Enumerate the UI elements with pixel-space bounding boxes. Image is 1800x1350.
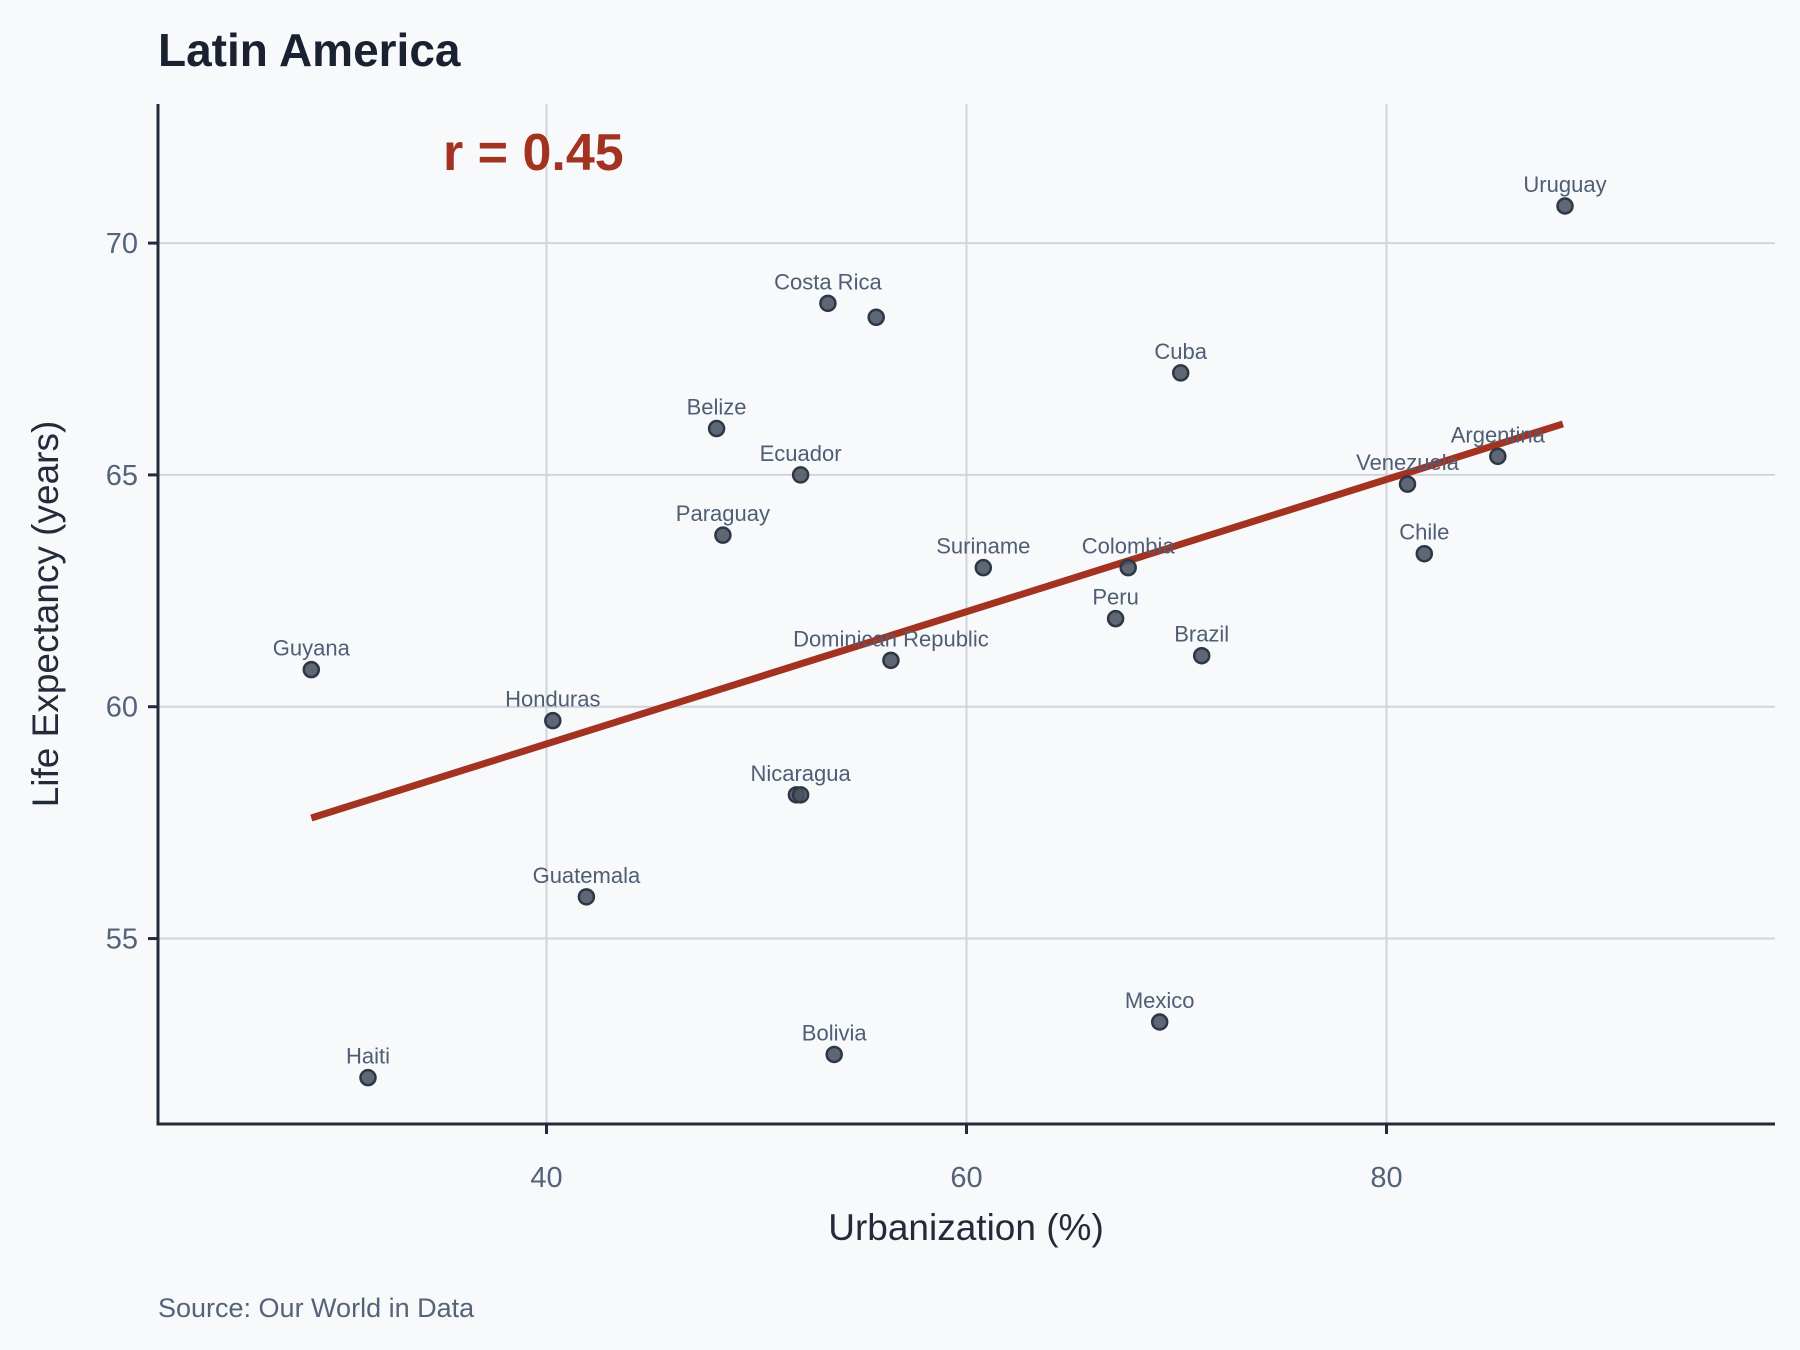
correlation-annotation: r = 0.45	[443, 124, 624, 182]
point-label: Mexico	[1125, 988, 1195, 1013]
data-point	[1415, 544, 1434, 563]
y-tick-label: 70	[106, 228, 138, 260]
x-tick-label: 80	[1370, 1162, 1402, 1194]
data-point	[714, 526, 732, 544]
point-label: Guyana	[273, 636, 351, 661]
point-label: Suriname	[936, 534, 1030, 559]
point-label: Colombia	[1082, 534, 1176, 559]
x-tick-label: 40	[530, 1162, 562, 1194]
data-point	[359, 1068, 377, 1087]
data-point	[882, 651, 900, 670]
point-label: Paraguay	[676, 501, 770, 526]
point-label: Guatemala	[533, 863, 641, 888]
point-label: Nicaragua	[750, 761, 851, 786]
gridlines	[158, 104, 1775, 1124]
point-label: Costa Rica	[774, 269, 882, 294]
point-label: Ecuador	[760, 441, 842, 466]
point-label: Brazil	[1174, 622, 1229, 647]
point-label: Venezuela	[1356, 450, 1460, 475]
data-point	[707, 419, 726, 438]
point-label: Chile	[1399, 520, 1449, 545]
data-point	[974, 558, 993, 577]
y-tick-label: 65	[106, 460, 138, 492]
point-label: Argentina	[1451, 422, 1546, 447]
x-axis-label: Urbanization (%)	[828, 1207, 1104, 1248]
point-labels-layer: Uruguay Costa Rica Cuba Belize Argentina Ecua…	[273, 172, 1607, 1069]
point-label: Peru	[1092, 585, 1138, 610]
data-point	[1489, 447, 1507, 466]
points-layer	[302, 197, 1574, 1087]
point-label: Haiti	[346, 1044, 390, 1069]
data-point	[544, 711, 562, 730]
chart-title: Latin America	[158, 24, 461, 76]
data-point	[1398, 475, 1417, 493]
axes: 40 60 80 55 60 65 70	[106, 104, 1775, 1194]
point-label: Dominican Republic	[793, 626, 989, 651]
trend-line	[310, 420, 1564, 822]
data-point	[1192, 646, 1211, 665]
data-point	[819, 294, 837, 313]
y-axis-label: Life Expectancy (years)	[25, 421, 66, 808]
data-point	[791, 466, 810, 484]
point-label: Bolivia	[802, 1020, 868, 1045]
point-label: Uruguay	[1523, 172, 1606, 197]
point-label: Belize	[687, 395, 747, 420]
data-point	[825, 1045, 843, 1064]
data-point	[1556, 197, 1574, 215]
data-point	[302, 660, 321, 679]
x-tick-label: 60	[950, 1162, 982, 1194]
data-point	[1106, 609, 1125, 628]
data-point	[1171, 364, 1190, 382]
point-label: Honduras	[505, 687, 600, 712]
source-note: Source: Our World in Data	[158, 1293, 475, 1323]
data-point	[1150, 1013, 1169, 1031]
data-point	[577, 888, 596, 906]
data-point	[1119, 558, 1137, 577]
y-tick-label: 60	[106, 692, 138, 724]
point-label: Cuba	[1154, 339, 1207, 364]
data-point	[791, 786, 810, 804]
y-tick-label: 55	[106, 924, 138, 956]
data-point	[867, 308, 885, 327]
trendline-layer	[310, 420, 1564, 822]
